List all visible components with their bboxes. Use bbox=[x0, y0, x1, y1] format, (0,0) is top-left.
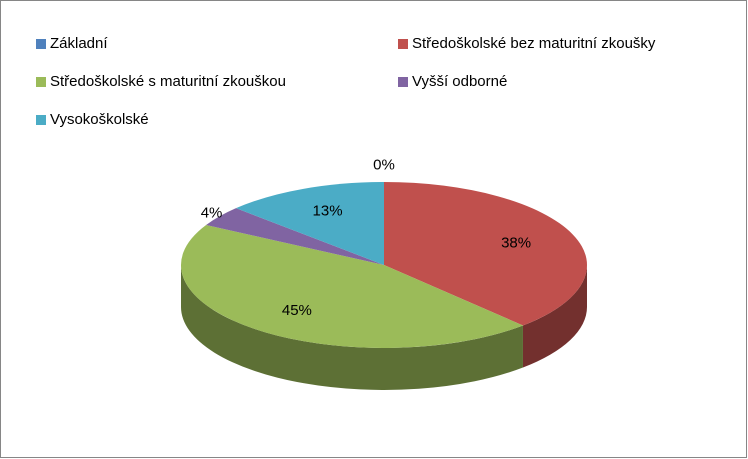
data-label: 13% bbox=[313, 203, 343, 220]
legend-swatch bbox=[36, 115, 46, 125]
legend-label: Vyšší odborné bbox=[412, 73, 507, 90]
data-label: 4% bbox=[201, 205, 223, 222]
pie-slice bbox=[384, 182, 587, 326]
legend-swatch bbox=[36, 39, 46, 49]
legend-swatch bbox=[398, 77, 408, 87]
pie-side bbox=[181, 265, 523, 390]
legend-swatch bbox=[398, 39, 408, 49]
data-label: 0% bbox=[373, 156, 395, 173]
legend-label: Vysokoškolské bbox=[50, 111, 149, 128]
pie-slice bbox=[236, 182, 384, 265]
legend-label: Středoškolské bez maturitní zkoušky bbox=[412, 35, 656, 52]
legend-swatch bbox=[36, 77, 46, 87]
pie-slice bbox=[206, 208, 384, 265]
legend-label: Základní bbox=[50, 35, 108, 52]
data-label: 38% bbox=[501, 235, 531, 252]
pie-slice bbox=[180, 225, 523, 349]
pie-side bbox=[522, 265, 587, 368]
data-label: 45% bbox=[282, 302, 312, 319]
legend-label: Středoškolské s maturitní zkouškou bbox=[50, 73, 286, 90]
